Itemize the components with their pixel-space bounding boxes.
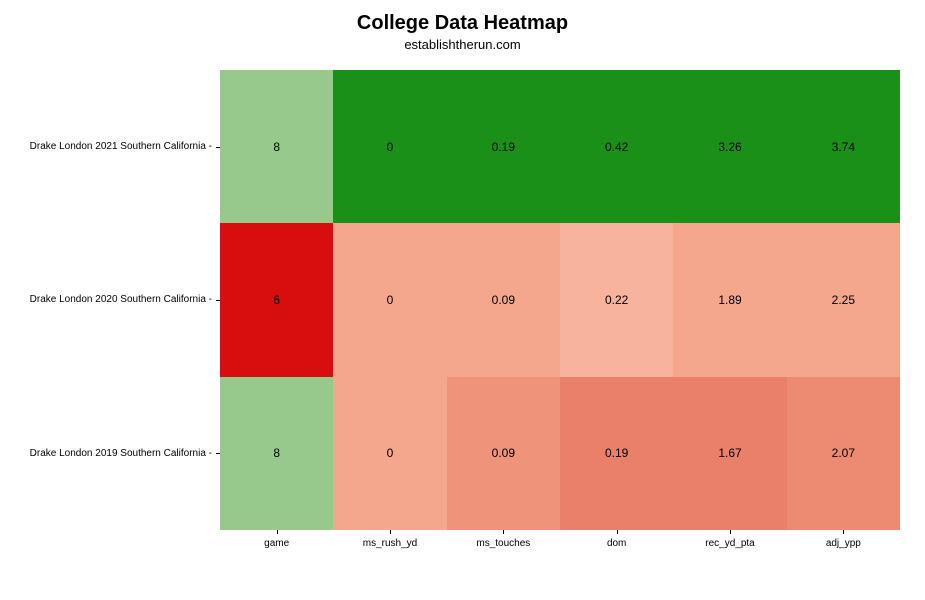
heatmap-cell: 8 [220,377,333,530]
x-tick [730,530,731,534]
y-tick [216,147,220,148]
heatmap-cell: 2.07 [787,377,900,530]
heatmap-cell: 3.74 [787,70,900,223]
heatmap-cell: 6 [220,223,333,376]
heatmap-cell: 0.09 [447,377,560,530]
x-axis-labels: gamems_rush_ydms_touchesdomrec_yd_ptaadj… [220,534,900,549]
heatmap-cell: 0.42 [560,70,673,223]
heatmap-grid: 800.190.423.263.74600.090.221.892.25800.… [220,70,900,530]
x-tick [277,530,278,534]
x-axis-label: ms_rush_yd [333,534,446,549]
heatmap-cell: 0.22 [560,223,673,376]
y-axis-label: Drake London 2019 Southern California - [0,377,214,530]
y-axis-label: Drake London 2020 Southern California - [0,223,214,376]
heatmap-cell: 0.09 [447,223,560,376]
x-axis-label: rec_yd_pta [673,534,786,549]
y-tick [216,300,220,301]
chart-title: College Data Heatmap [0,0,925,35]
x-tick [843,530,844,534]
x-axis-label: adj_ypp [787,534,900,549]
heatmap-cell: 0 [333,223,446,376]
heatmap-cell: 2.25 [787,223,900,376]
y-axis-labels: Drake London 2021 Southern California -D… [0,70,214,530]
chart-subtitle: establishtherun.com [0,35,925,62]
x-tick [617,530,618,534]
x-axis-label: game [220,534,333,549]
heatmap-cell: 1.67 [673,377,786,530]
heatmap-cell: 8 [220,70,333,223]
y-tick [216,453,220,454]
heatmap-cell: 0 [333,70,446,223]
heatmap-cell: 0.19 [447,70,560,223]
x-tick [390,530,391,534]
y-axis-label: Drake London 2021 Southern California - [0,70,214,223]
heatmap-cell: 0 [333,377,446,530]
heatmap-cell: 0.19 [560,377,673,530]
heatmap-plot-area: 800.190.423.263.74600.090.221.892.25800.… [220,70,900,530]
x-tick [503,530,504,534]
chart-container: College Data Heatmap establishtherun.com… [0,0,925,600]
heatmap-cell: 3.26 [673,70,786,223]
x-axis-label: dom [560,534,673,549]
x-axis-label: ms_touches [447,534,560,549]
heatmap-cell: 1.89 [673,223,786,376]
